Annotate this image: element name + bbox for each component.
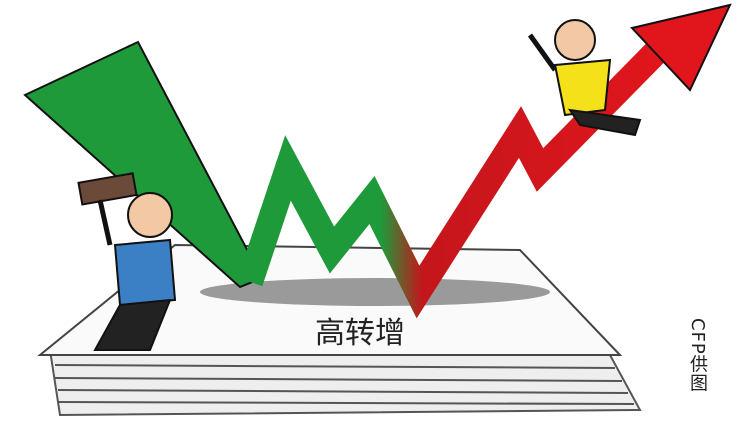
caption: 高转增 [315,316,405,351]
shadow [200,278,550,306]
paper-stack [48,348,642,417]
angry-man [77,172,177,351]
arrow-head [630,3,732,92]
red-arrow [237,38,670,319]
credit: CFP供图 [687,318,708,393]
happy-man [527,19,642,137]
